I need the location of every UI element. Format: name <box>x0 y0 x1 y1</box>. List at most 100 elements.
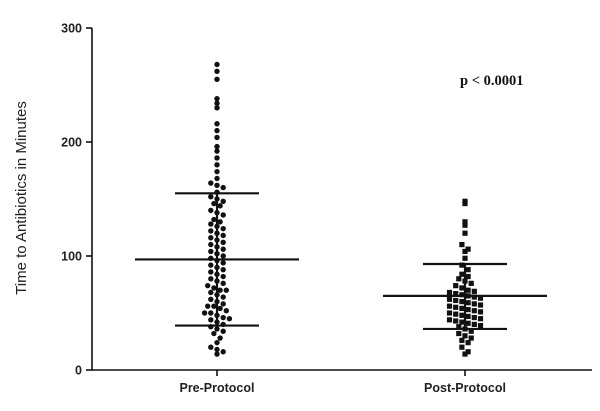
data-point <box>471 301 477 307</box>
data-point <box>208 289 214 296</box>
data-point <box>220 225 226 232</box>
data-point <box>205 282 211 289</box>
data-point <box>208 194 214 200</box>
data-point <box>459 285 465 291</box>
data-point <box>446 317 453 323</box>
labels: Time to Antibiotics in Minutes p < 0.000… <box>13 73 523 295</box>
data-points <box>201 61 484 357</box>
data-point <box>468 335 474 341</box>
data-point <box>459 271 465 277</box>
p-value-annotation: p < 0.0001 <box>460 73 523 89</box>
data-point <box>217 305 223 312</box>
data-point <box>220 246 226 252</box>
data-point <box>459 242 465 248</box>
data-point <box>214 121 220 127</box>
data-point <box>214 134 220 141</box>
data-point <box>459 299 465 305</box>
data-point <box>208 310 214 316</box>
data-point <box>220 232 226 239</box>
data-point <box>214 100 220 106</box>
data-point <box>446 310 453 316</box>
data-point <box>211 285 217 291</box>
data-point <box>208 180 214 186</box>
data-point <box>214 105 220 111</box>
axes: 0 100 200 300 Pre-Protocol Post-Protocol <box>61 22 592 395</box>
data-point <box>462 219 468 225</box>
data-point <box>214 182 220 189</box>
data-point <box>468 280 474 286</box>
data-point <box>453 291 459 297</box>
data-point <box>220 328 226 334</box>
data-point <box>208 207 214 214</box>
data-point <box>465 349 471 355</box>
data-point <box>214 148 220 154</box>
data-point <box>477 295 484 301</box>
data-point <box>462 333 468 339</box>
data-point <box>465 273 471 280</box>
y-tick-label: 200 <box>61 136 82 150</box>
data-point <box>220 184 226 191</box>
data-point <box>465 313 471 320</box>
data-point <box>456 330 462 337</box>
data-point <box>453 304 459 310</box>
data-point <box>223 287 229 293</box>
data-point <box>220 301 226 307</box>
summary-lines <box>135 192 547 331</box>
data-point <box>459 344 465 350</box>
data-point <box>214 326 220 332</box>
data-point <box>459 262 465 268</box>
data-point <box>220 294 226 300</box>
data-point <box>214 76 220 83</box>
data-point <box>477 322 484 329</box>
data-point <box>217 287 223 293</box>
data-point <box>214 155 220 161</box>
data-point <box>214 68 220 75</box>
data-point <box>220 253 226 259</box>
data-point <box>220 273 226 280</box>
y-tick-label: 300 <box>61 22 82 36</box>
data-point <box>453 311 459 317</box>
data-point <box>208 235 214 241</box>
data-point <box>462 200 468 207</box>
data-point <box>459 337 465 343</box>
data-point <box>453 318 459 324</box>
data-point <box>217 219 223 225</box>
data-point <box>456 324 462 330</box>
data-point <box>456 276 462 282</box>
data-point <box>220 349 226 355</box>
data-point <box>214 175 220 182</box>
data-point <box>465 340 471 346</box>
data-point <box>214 339 220 346</box>
data-point <box>208 241 214 248</box>
data-point <box>462 351 468 357</box>
data-point <box>471 314 477 321</box>
data-point <box>220 280 226 287</box>
x-category-label: Post-Protocol <box>424 381 506 395</box>
y-axis-title: Time to Antibiotics in Minutes <box>13 101 30 295</box>
data-point <box>211 200 217 207</box>
data-point <box>465 300 471 306</box>
data-point <box>471 294 477 300</box>
data-point <box>446 303 453 309</box>
data-point <box>471 308 477 314</box>
data-point <box>208 344 214 350</box>
data-point <box>465 320 471 326</box>
data-point <box>220 212 226 218</box>
data-point <box>208 317 214 323</box>
data-point <box>205 303 211 309</box>
data-point <box>226 316 233 322</box>
data-point <box>208 262 214 268</box>
data-point <box>462 248 468 255</box>
data-point <box>211 330 217 337</box>
data-point <box>471 321 477 327</box>
data-point <box>214 127 220 134</box>
data-point <box>459 305 465 312</box>
data-point <box>208 221 214 227</box>
data-point <box>220 266 226 273</box>
data-point <box>208 269 214 275</box>
data-point <box>465 306 471 313</box>
data-point <box>211 303 217 309</box>
data-point <box>208 248 214 255</box>
data-point <box>217 335 223 341</box>
